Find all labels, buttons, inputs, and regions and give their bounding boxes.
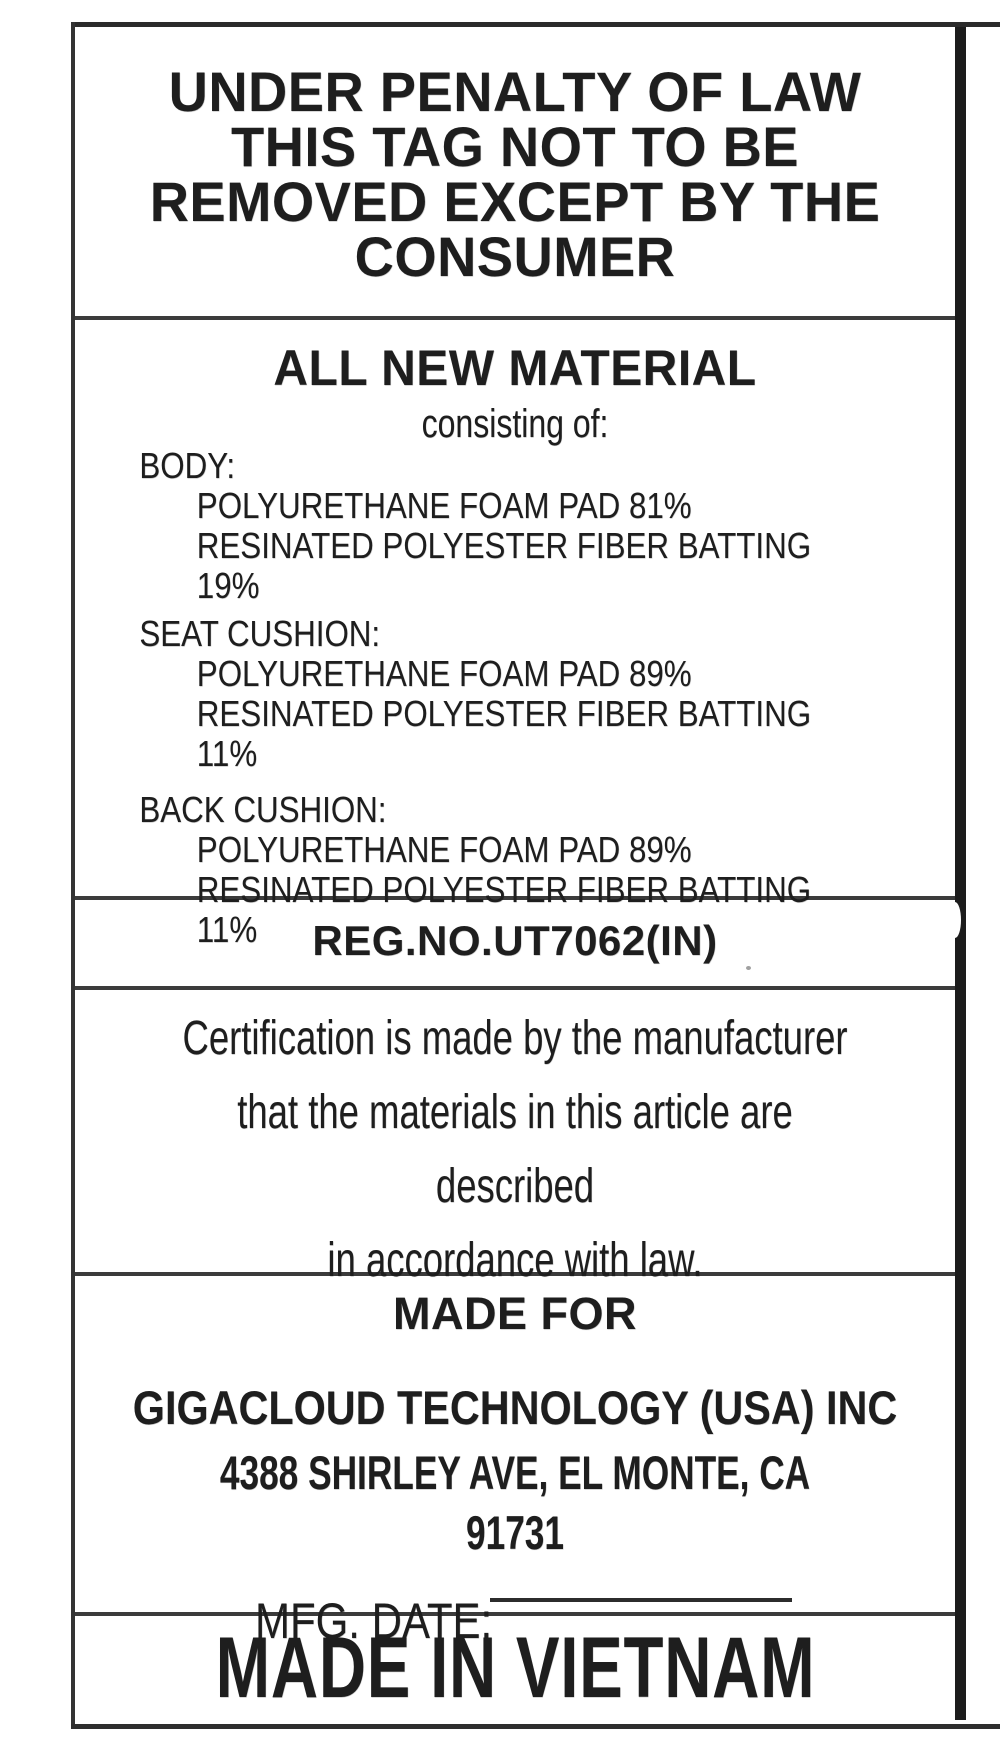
scan-notch-artifact (949, 902, 961, 938)
materials-title: ALL NEW MATERIAL (273, 340, 757, 396)
law-label: UNDER PENALTY OF LAW THIS TAG NOT TO BE … (71, 22, 1000, 1729)
warning-line-1: UNDER PENALTY OF LAW (168, 60, 862, 123)
made-in-vietnam-text: MADE IN VIETNAM (215, 1620, 815, 1716)
scan-speck-artifact (746, 966, 751, 970)
divider-above-made-for (75, 1272, 955, 1276)
made-for-title: MADE FOR (393, 1288, 637, 1339)
divider-above-reg-no (75, 896, 955, 900)
material-group-body: BODY: POLYURETHANE FOAM PAD 81% RESINATE… (75, 446, 955, 606)
made-for-section: MADE FOR GIGACLOUD TECHNOLOGY (USA) INC … (75, 1272, 955, 1649)
registration-number: REG.NO.UT7062(IN) (312, 917, 718, 964)
material-item: RESINATED POLYESTER FIBER BATTING 19% (196, 525, 812, 606)
certification-line-2: that the materials in this article are d… (237, 1086, 793, 1213)
origin-section: MADE IN VIETNAM (75, 1612, 955, 1724)
company-name: GIGACLOUD TECHNOLOGY (USA) INC (132, 1381, 898, 1434)
certification-section: Certification is made by the manufacture… (75, 986, 955, 1298)
materials-section: ALL NEW MATERIAL consisting of: BODY: PO… (75, 320, 955, 950)
label-border-top (71, 22, 1000, 27)
material-item: POLYURETHANE FOAM PAD 81% (196, 485, 692, 526)
warning-line-3: REMOVED EXCEPT BY THE (149, 170, 881, 233)
material-group-name: BACK CUSHION: (139, 789, 387, 830)
label-border-left (71, 22, 75, 1729)
certification-line-3: in accordance with law. (327, 1234, 703, 1287)
penalty-warning-section: UNDER PENALTY OF LAW THIS TAG NOT TO BE … (75, 60, 955, 288)
label-border-right-bar (955, 27, 966, 1720)
material-group-back-cushion: BACK CUSHION: POLYURETHANE FOAM PAD 89% … (75, 790, 955, 950)
materials-subtitle: consisting of: (421, 402, 609, 446)
label-border-bottom (71, 1724, 1000, 1729)
mfg-date-blank-line (490, 1598, 792, 1602)
material-item: POLYURETHANE FOAM PAD 89% (196, 653, 692, 694)
material-group-name: BODY: (139, 445, 236, 486)
material-item: RESINATED POLYESTER FIBER BATTING 11% (196, 693, 812, 774)
material-group-name: SEAT CUSHION: (139, 613, 381, 654)
registration-section: REG.NO.UT7062(IN) (75, 896, 955, 986)
warning-line-2: THIS TAG NOT TO BE (230, 115, 800, 178)
mfg-date-label: MFG. DATE: (255, 1593, 493, 1649)
material-item: POLYURETHANE FOAM PAD 89% (196, 829, 692, 870)
material-item: RESINATED POLYESTER FIBER BATTING 11% (196, 869, 812, 950)
certification-line-1: Certification is made by the manufacture… (182, 1012, 848, 1065)
company-address: 4388 SHIRLEY AVE, EL MONTE, CA 91731 (219, 1446, 811, 1559)
mfg-date-row: MFG. DATE: (255, 1593, 955, 1649)
material-group-seat-cushion: SEAT CUSHION: POLYURETHANE FOAM PAD 89% … (75, 614, 955, 774)
divider-below-warning (75, 316, 955, 320)
divider-below-reg-no (75, 986, 955, 990)
warning-line-4: CONSUMER (354, 225, 676, 288)
divider-above-origin (75, 1612, 955, 1616)
